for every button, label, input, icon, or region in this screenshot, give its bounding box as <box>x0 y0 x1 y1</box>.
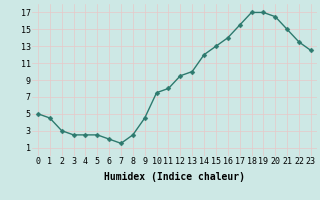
X-axis label: Humidex (Indice chaleur): Humidex (Indice chaleur) <box>104 172 245 182</box>
